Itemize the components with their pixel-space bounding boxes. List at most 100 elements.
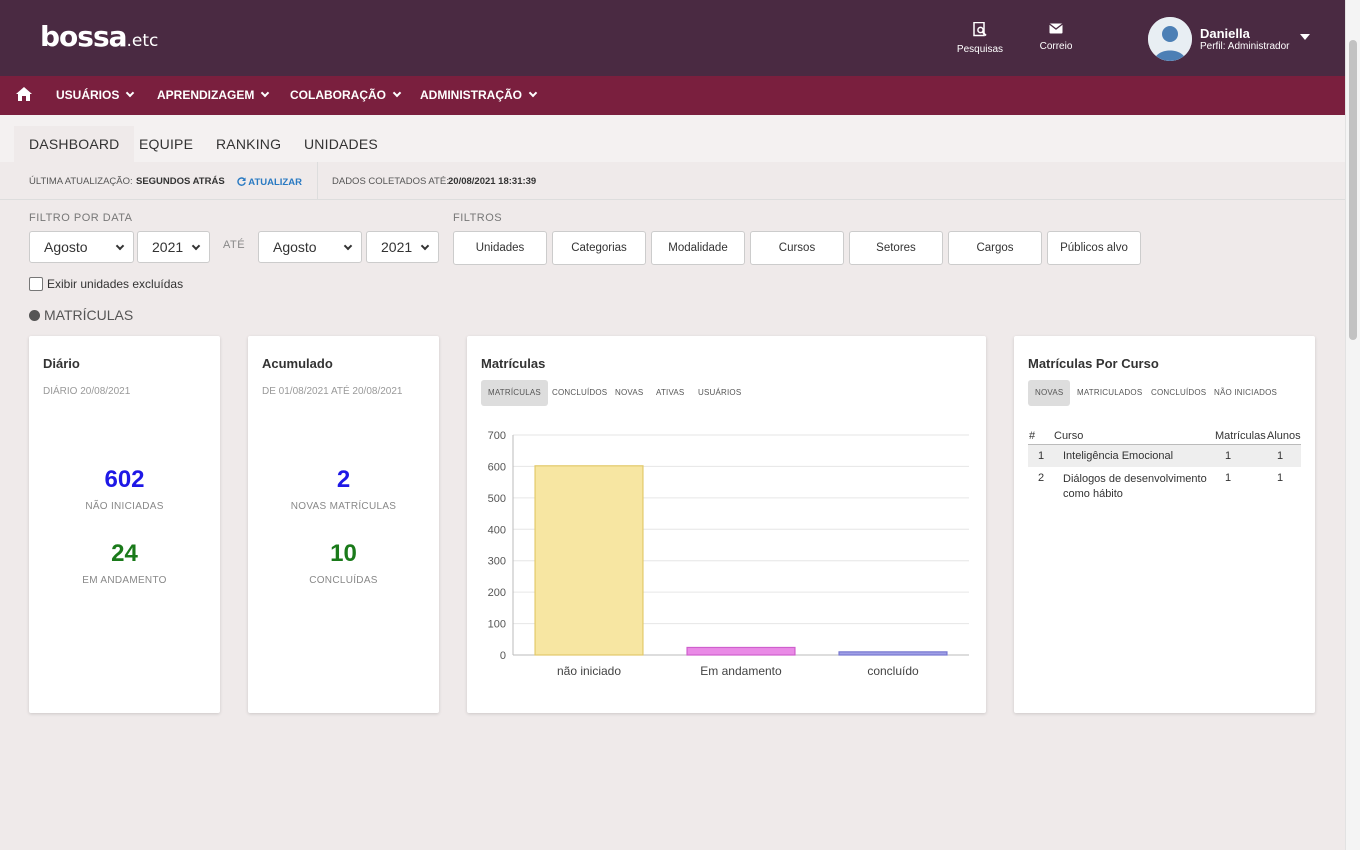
user-role: Perfil: Administrador xyxy=(1200,41,1290,52)
refresh-label: ATUALIZAR xyxy=(248,177,302,188)
select-value: Agosto xyxy=(273,239,317,255)
row-number: 2 xyxy=(1038,472,1045,484)
filter-units-button[interactable]: Unidades xyxy=(453,231,547,265)
chip-enrollments[interactable]: MATRÍCULAS xyxy=(481,380,548,406)
chevron-down-icon xyxy=(392,88,402,98)
card-title: Matrículas xyxy=(481,356,546,371)
show-excluded-label[interactable]: Exibir unidades excluídas xyxy=(47,277,184,291)
from-year-select[interactable]: 2021 xyxy=(137,231,210,263)
chip-completed[interactable]: CONCLUÍDOS xyxy=(552,388,608,397)
home-icon[interactable] xyxy=(16,87,32,103)
collected-label: DADOS COLETADOS ATÉ: xyxy=(332,176,449,187)
scrollbar-thumb[interactable] xyxy=(1349,40,1357,340)
row-students: 1 xyxy=(1277,472,1284,484)
until-label: ATÉ xyxy=(223,239,246,251)
in-progress-label: EM ANDAMENTO xyxy=(82,575,167,586)
to-month-select[interactable]: Agosto xyxy=(258,231,362,263)
chip-active[interactable]: ATIVAS xyxy=(656,388,685,397)
tab-units[interactable]: UNIDADES xyxy=(304,136,378,152)
section-title: MATRÍCULAS xyxy=(29,307,133,323)
caret-down-icon[interactable] xyxy=(1300,34,1310,40)
nav-item-label: USUÁRIOS xyxy=(56,88,120,102)
globe-icon xyxy=(29,310,40,321)
filter-courses-button[interactable]: Cursos xyxy=(750,231,844,265)
collected-value: 20/08/2021 18:31:39 xyxy=(448,176,537,187)
table-row[interactable]: 1 Inteligência Emocional 1 1 xyxy=(1028,445,1301,467)
new-enrollments-label: NOVAS MATRÍCULAS xyxy=(290,501,397,512)
last-update-value: SEGUNDOS ATRÁS xyxy=(136,176,225,187)
search-document-icon xyxy=(950,21,1010,41)
filter-modality-button[interactable]: Modalidade xyxy=(651,231,745,265)
filter-audiences-button[interactable]: Públicos alvo xyxy=(1047,231,1141,265)
main-nav: USUÁRIOS APRENDIZAGEM COLABORAÇÃO ADMINI… xyxy=(0,76,1345,115)
nav-item-administration[interactable]: ADMINISTRAÇÃO xyxy=(420,88,538,102)
user-menu[interactable]: Daniella Perfil: Administrador xyxy=(1148,17,1318,61)
row-students: 1 xyxy=(1277,450,1284,462)
nav-item-label: ADMINISTRAÇÃO xyxy=(420,88,522,102)
bar xyxy=(534,465,644,656)
column-header-enrollments: Matrículas xyxy=(1215,430,1266,442)
row-course: Diálogos de desenvolvimento como hábito xyxy=(1063,473,1207,500)
filter-sectors-button[interactable]: Setores xyxy=(849,231,943,265)
enrollments-chart-card: Matrículas 0 100 200 300 400 500 600 700 não ini… xyxy=(467,336,986,713)
refresh-button[interactable]: ATUALIZAR xyxy=(237,176,302,188)
not-started-label: NÃO INICIADAS xyxy=(85,501,164,512)
filter-categories-button[interactable]: Categorias xyxy=(552,231,646,265)
surveys-button[interactable]: Pesquisas xyxy=(950,21,1010,55)
chevron-down-icon xyxy=(261,88,270,98)
chip-enrolled[interactable]: MATRICULADOS xyxy=(1077,388,1143,397)
tabs-bar: DASHBOARD EQUIPE RANKING UNIDADES xyxy=(0,115,1345,162)
mail-button[interactable]: Correio xyxy=(1026,22,1086,52)
not-started-count: 602 xyxy=(104,466,145,493)
row-enrollments: 1 xyxy=(1225,472,1232,484)
chip-new[interactable]: NOVAS xyxy=(615,388,644,397)
row-number: 1 xyxy=(1038,450,1045,462)
bar xyxy=(838,651,948,656)
chip-new[interactable]: NOVAS xyxy=(1028,380,1071,406)
chevron-down-icon xyxy=(343,241,353,251)
logo-main: bossa xyxy=(40,20,128,53)
envelope-icon xyxy=(1026,22,1086,38)
y-tick-label: 200 xyxy=(488,587,506,599)
nav-item-label: COLABORAÇÃO xyxy=(290,88,386,102)
avatar xyxy=(1148,17,1192,61)
bar xyxy=(686,646,796,656)
date-filter-label: FILTRO POR DATA xyxy=(29,212,133,224)
chip-completed[interactable]: CONCLUÍDOS xyxy=(1151,388,1207,397)
show-excluded-checkbox[interactable] xyxy=(29,277,43,291)
top-header: bossa.etc Pesquisas Correio Daniella Per… xyxy=(0,0,1345,76)
card-title: Matrículas Por Curso xyxy=(1028,356,1159,371)
y-tick-label: 500 xyxy=(488,493,506,505)
x-tick-label: não iniciado xyxy=(557,664,621,678)
last-update-label: ÚLTIMA ATUALIZAÇÃO: xyxy=(29,176,133,187)
from-month-select[interactable]: Agosto xyxy=(29,231,134,263)
nav-item-learning[interactable]: APRENDIZAGEM xyxy=(157,88,270,102)
status-row: ÚLTIMA ATUALIZAÇÃO: SEGUNDOS ATRÁS ATUAL… xyxy=(0,162,1345,200)
tab-team[interactable]: EQUIPE xyxy=(139,136,194,152)
nav-item-users[interactable]: USUÁRIOS xyxy=(56,88,135,102)
scrollbar[interactable] xyxy=(1345,0,1360,850)
y-tick-label: 600 xyxy=(488,461,506,473)
to-year-select[interactable]: 2021 xyxy=(366,231,439,263)
x-tick-label: Em andamento xyxy=(700,664,782,678)
tab-dashboard[interactable]: DASHBOARD xyxy=(14,126,135,162)
chevron-down-icon xyxy=(126,88,135,98)
chip-users[interactable]: USUÁRIOS xyxy=(698,388,742,397)
select-value: 2021 xyxy=(381,239,413,255)
tab-ranking[interactable]: RANKING xyxy=(216,136,282,152)
y-tick-label: 100 xyxy=(488,619,506,631)
completed-count: 10 xyxy=(330,540,357,567)
y-tick-label: 300 xyxy=(488,556,506,568)
completed-label: CONCLUÍDAS xyxy=(309,575,378,586)
in-progress-count: 24 xyxy=(111,540,138,567)
new-enrollments-count: 2 xyxy=(336,466,351,493)
nav-item-collaboration[interactable]: COLABORAÇÃO xyxy=(290,88,402,102)
logo-suffix: .etc xyxy=(126,31,159,51)
chevron-down-icon xyxy=(528,88,538,98)
chip-not-started[interactable]: NÃO INICIADOS xyxy=(1214,388,1278,397)
logo[interactable]: bossa.etc xyxy=(40,20,158,53)
chevron-down-icon xyxy=(420,241,430,251)
per-course-table: # Curso Matrículas Alunos 1 Inteligência… xyxy=(1028,430,1301,505)
table-row[interactable]: 2 Diálogos de desenvolvimento como hábit… xyxy=(1028,467,1301,505)
filter-positions-button[interactable]: Cargos xyxy=(948,231,1042,265)
